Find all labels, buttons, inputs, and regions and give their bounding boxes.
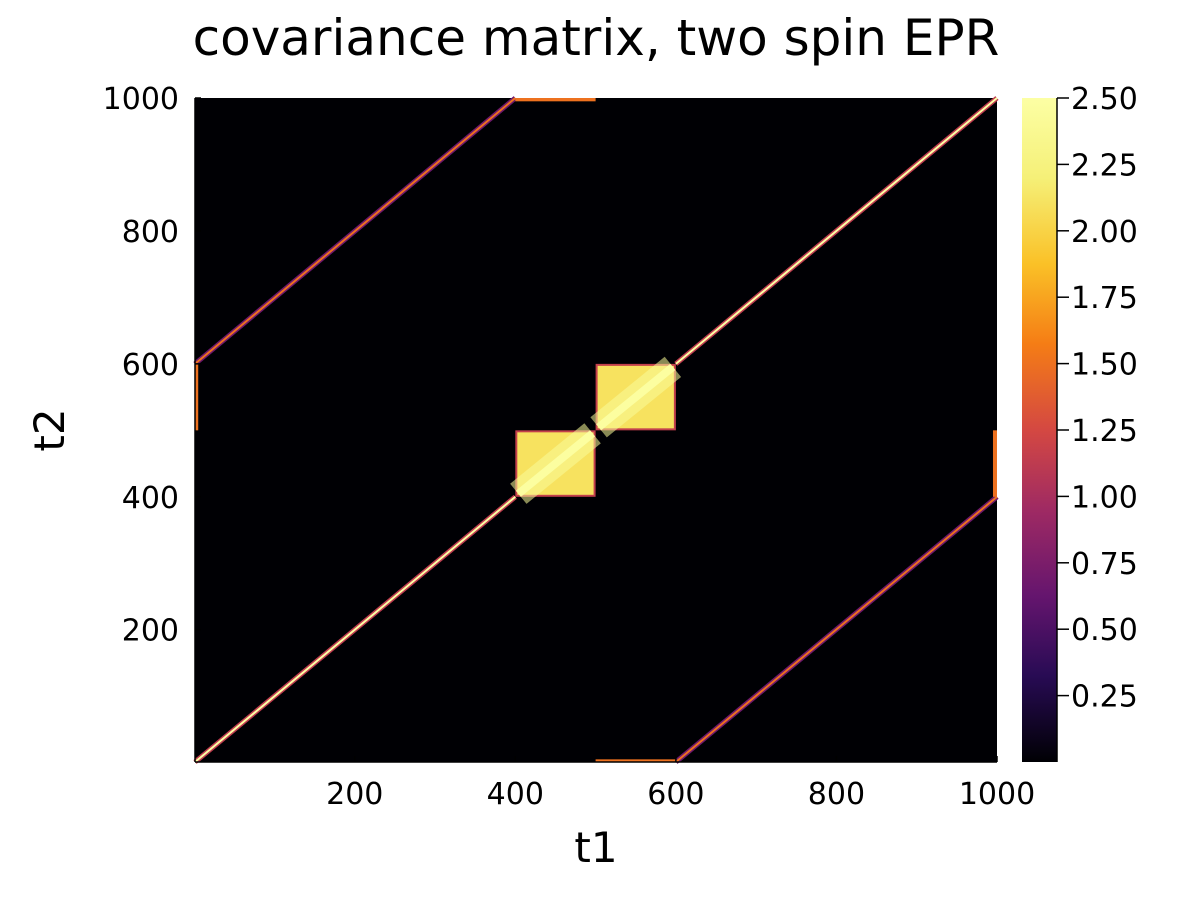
- heatmap-edge-9: [595, 759, 676, 762]
- heatmap-edge-6: [195, 363, 199, 431]
- heatmap-diagonal-5: [675, 496, 998, 763]
- colorbar-ticks: 0.25 0.50 0.75 1.00 1.25 1.50 1.75 2.00 2.25 2.50: [1057, 82, 1138, 715]
- heatmap-edge-7: [992, 430, 997, 497]
- y-tick-label-3: 800: [122, 215, 179, 250]
- colorbar-tick-label-3: 1.00: [1071, 480, 1138, 515]
- y-tick-label-1: 400: [122, 481, 179, 516]
- y-tick-label-0: 200: [122, 614, 179, 649]
- heatmap-features: [193, 96, 999, 764]
- x-tick-label-4: 1000: [959, 777, 1035, 812]
- y-tick-label-2: 600: [122, 348, 179, 383]
- y-tick-label-4: 1000: [103, 82, 179, 117]
- colorbar-tick-label-5: 1.50: [1071, 348, 1138, 383]
- heatmap-block-diag-1: [515, 430, 596, 497]
- colorbar-tick-label-2: 0.75: [1071, 547, 1138, 582]
- colorbar-tick-label-4: 1.25: [1071, 414, 1138, 449]
- heatmap-diagonal-0: [194, 496, 516, 763]
- plot-area: [193, 96, 999, 764]
- colorbar-gradient: [1022, 98, 1057, 762]
- heatmap-edge-8: [515, 98, 596, 102]
- x-tick-label-2: 600: [647, 777, 704, 812]
- x-tick-label-1: 400: [487, 777, 544, 812]
- colorbar-tick-label-9: 2.50: [1071, 82, 1138, 117]
- y-axis-label: t2: [25, 408, 74, 451]
- x-tick-label-3: 800: [808, 777, 865, 812]
- x-axis-label: t1: [574, 823, 617, 872]
- heatmap-diagonal-4: [194, 97, 516, 365]
- colorbar-tick-label-0: 0.25: [1071, 680, 1138, 715]
- heatmap-diagonal-3: [675, 97, 998, 365]
- colorbar-tick-label-6: 1.75: [1071, 281, 1138, 316]
- chart-title: covariance matrix, two spin EPR: [193, 9, 1000, 67]
- colorbar-tick-label-8: 2.25: [1071, 148, 1138, 183]
- x-axis-ticks: 200 400 600 800 1000: [326, 756, 1035, 812]
- colorbar: 0.25 0.50 0.75 1.00 1.25 1.50 1.75 2.00 2.25 2.50: [1022, 82, 1138, 762]
- x-tick-label-0: 200: [326, 777, 383, 812]
- colorbar-tick-label-7: 2.00: [1071, 215, 1138, 250]
- heatmap-block-diag-2: [596, 363, 676, 431]
- colorbar-tick-label-1: 0.50: [1071, 613, 1138, 648]
- y-axis-ticks: 200 400 600 800 1000: [103, 82, 201, 649]
